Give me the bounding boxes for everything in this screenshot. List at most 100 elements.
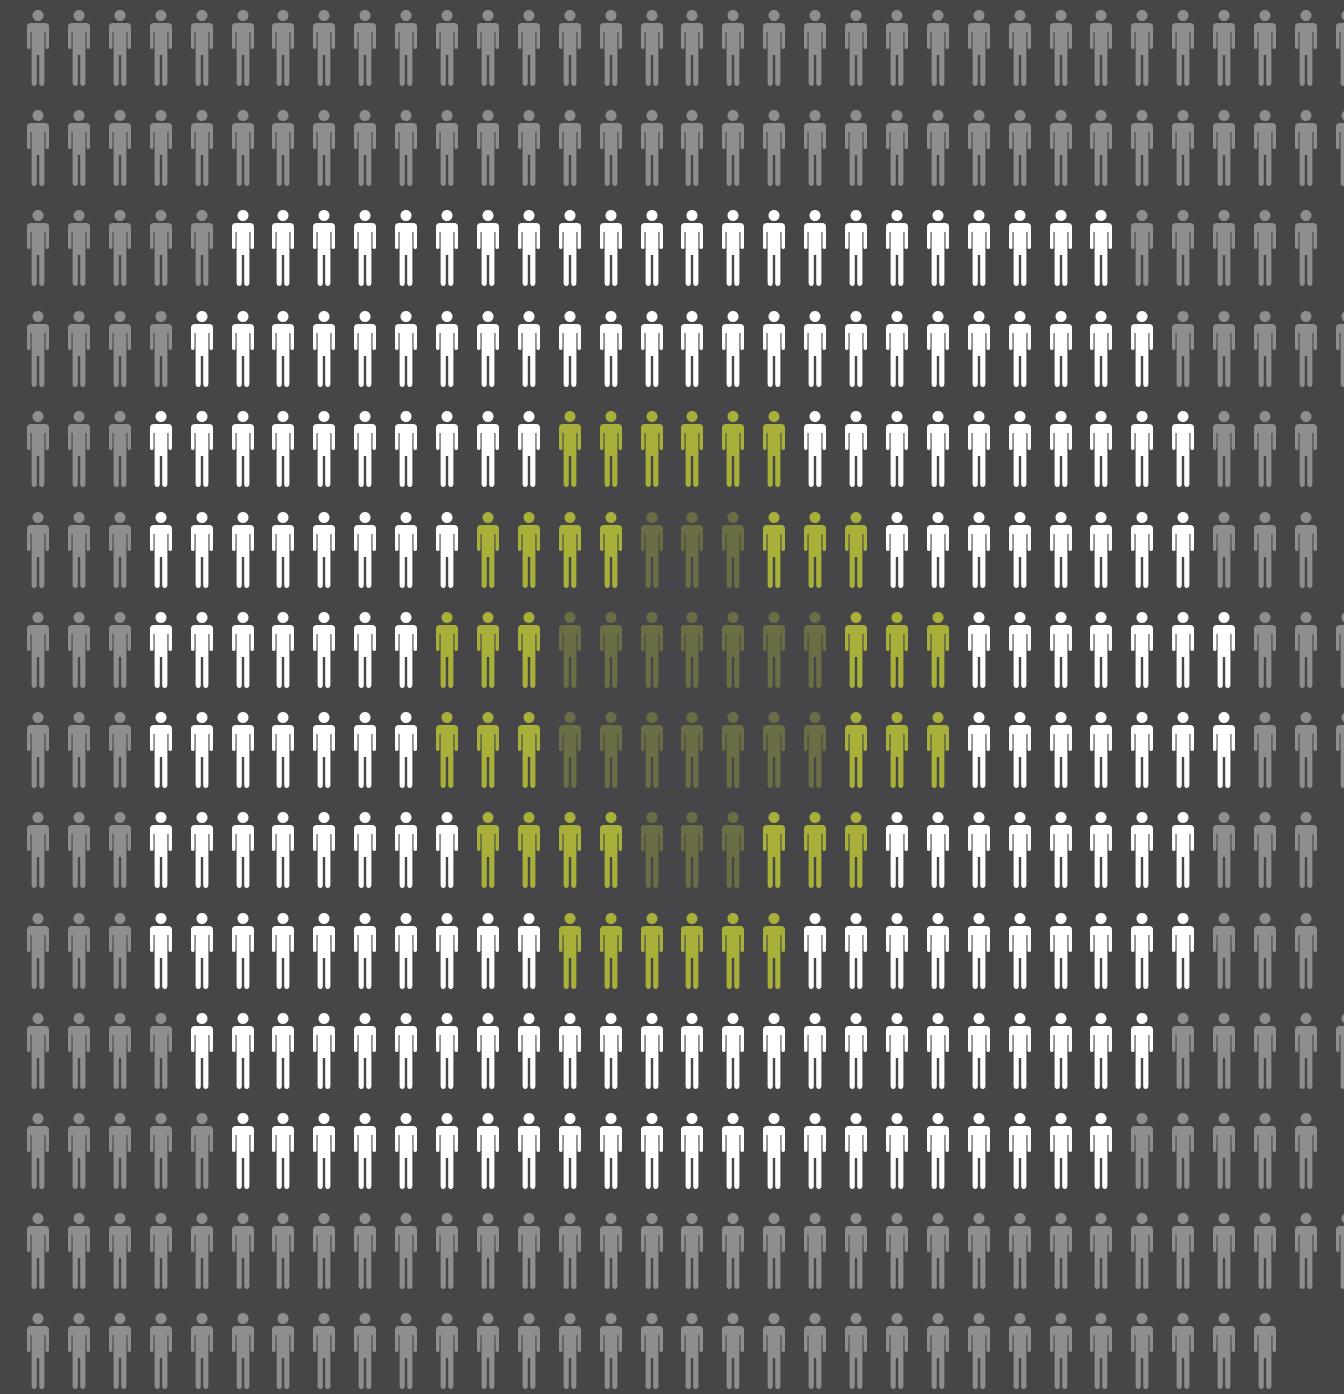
- person-icon: [1295, 1013, 1317, 1089]
- person-icon: [436, 1113, 458, 1189]
- person-icon: [68, 10, 90, 86]
- person-icon: [804, 1013, 826, 1089]
- person-icon: [1050, 210, 1072, 286]
- person-icon: [1131, 1013, 1153, 1089]
- person-icon: [681, 210, 703, 286]
- person-icon: [681, 612, 703, 688]
- person-icon: [1295, 913, 1317, 989]
- person-icon: [1213, 1313, 1235, 1389]
- person-icon: [354, 110, 376, 186]
- person-icon: [1213, 1013, 1235, 1089]
- person-icon: [1050, 1313, 1072, 1389]
- person-icon: [27, 612, 49, 688]
- person-icon: [191, 1113, 213, 1189]
- person-icon: [559, 10, 581, 86]
- person-icon: [232, 110, 254, 186]
- person-icon: [1090, 812, 1112, 888]
- person-icon: [232, 1113, 254, 1189]
- person-icon: [722, 311, 744, 387]
- person-icon: [395, 1313, 417, 1389]
- person-icon: [968, 1013, 990, 1089]
- person-icon: [927, 210, 949, 286]
- person-icon: [968, 1313, 990, 1389]
- person-icon: [1295, 1113, 1317, 1189]
- person-icon: [518, 1313, 540, 1389]
- person-icon: [1172, 512, 1194, 588]
- person-icon: [927, 110, 949, 186]
- person-icon: [68, 1113, 90, 1189]
- person-icon: [232, 1013, 254, 1089]
- person-icon: [191, 612, 213, 688]
- person-icon: [886, 913, 908, 989]
- person-icon: [763, 612, 785, 688]
- person-icon: [313, 1213, 335, 1289]
- person-icon: [477, 110, 499, 186]
- person-icon: [68, 411, 90, 487]
- person-icon: [559, 411, 581, 487]
- person-icon: [27, 210, 49, 286]
- person-icon: [1172, 1013, 1194, 1089]
- person-icon: [559, 311, 581, 387]
- person-icon: [395, 210, 417, 286]
- person-icon: [600, 1113, 622, 1189]
- person-icon: [272, 411, 294, 487]
- person-icon: [600, 411, 622, 487]
- person-icon: [1254, 712, 1276, 788]
- person-icon: [1172, 913, 1194, 989]
- person-icon: [191, 1013, 213, 1089]
- person-icon: [477, 1013, 499, 1089]
- person-icon: [559, 1213, 581, 1289]
- person-icon: [600, 812, 622, 888]
- person-icon: [150, 210, 172, 286]
- person-icon: [191, 913, 213, 989]
- person-icon: [109, 110, 131, 186]
- person-icon: [886, 110, 908, 186]
- person-icon: [559, 512, 581, 588]
- person-icon: [1213, 512, 1235, 588]
- person-icon: [1131, 210, 1153, 286]
- person-icon: [354, 1113, 376, 1189]
- person-icon: [1090, 612, 1112, 688]
- person-icon: [600, 110, 622, 186]
- person-icon: [600, 1013, 622, 1089]
- person-icon: [763, 10, 785, 86]
- person-icon: [518, 812, 540, 888]
- person-icon: [272, 1213, 294, 1289]
- person-icon: [109, 1313, 131, 1389]
- person-icon: [68, 712, 90, 788]
- person-icon: [477, 1113, 499, 1189]
- person-icon: [1254, 913, 1276, 989]
- person-icon: [722, 1013, 744, 1089]
- person-icon: [27, 913, 49, 989]
- person-icon: [804, 913, 826, 989]
- person-icon: [232, 210, 254, 286]
- person-icon: [641, 110, 663, 186]
- person-icon: [272, 210, 294, 286]
- person-icon: [1131, 411, 1153, 487]
- person-icon: [354, 1313, 376, 1389]
- person-icon: [1090, 210, 1112, 286]
- person-icon: [1009, 1113, 1031, 1189]
- person-icon: [641, 10, 663, 86]
- person-icon: [150, 1313, 172, 1389]
- person-icon: [804, 812, 826, 888]
- person-icon: [845, 1013, 867, 1089]
- person-icon: [641, 712, 663, 788]
- person-icon: [763, 913, 785, 989]
- person-icon: [68, 512, 90, 588]
- person-icon: [600, 1313, 622, 1389]
- person-icon: [559, 612, 581, 688]
- person-icon: [436, 110, 458, 186]
- person-icon: [436, 1313, 458, 1389]
- person-icon: [804, 110, 826, 186]
- person-icon: [313, 10, 335, 86]
- person-icon: [27, 311, 49, 387]
- person-icon: [354, 913, 376, 989]
- person-icon: [1090, 10, 1112, 86]
- person-icon: [518, 612, 540, 688]
- person-icon: [1213, 110, 1235, 186]
- person-icon: [1213, 913, 1235, 989]
- person-icon: [927, 411, 949, 487]
- person-icon: [1131, 1313, 1153, 1389]
